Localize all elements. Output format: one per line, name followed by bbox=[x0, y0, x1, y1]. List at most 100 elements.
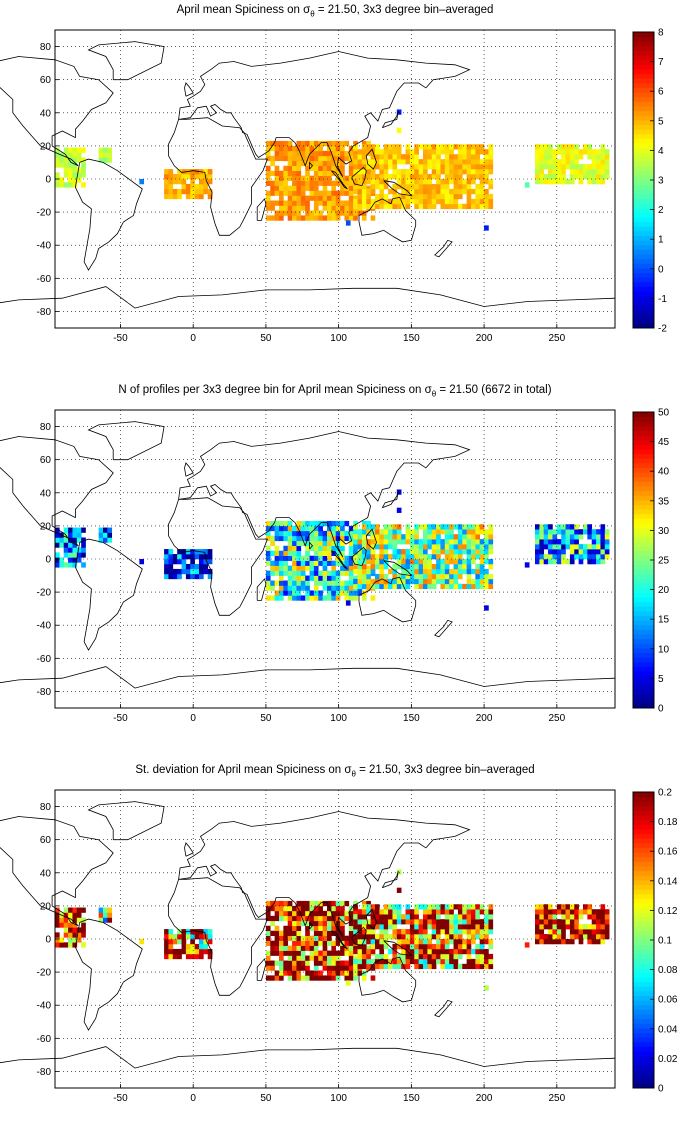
data-cell bbox=[484, 149, 489, 155]
data-cell bbox=[103, 907, 108, 913]
y-tick-label: 0 bbox=[45, 935, 51, 946]
data-cell bbox=[484, 539, 489, 545]
data-cell bbox=[539, 544, 545, 550]
data-cell bbox=[190, 179, 195, 185]
data-cell bbox=[164, 934, 169, 940]
data-cell bbox=[475, 534, 481, 540]
data-cell bbox=[388, 554, 393, 560]
data-cell bbox=[81, 907, 86, 913]
data-cell bbox=[431, 188, 437, 195]
data-cell bbox=[361, 144, 367, 150]
data-cell bbox=[388, 958, 393, 965]
data-cell bbox=[335, 530, 341, 537]
data-cell bbox=[427, 563, 433, 570]
data-cell bbox=[565, 529, 571, 535]
data-cell bbox=[440, 193, 446, 200]
data-cell bbox=[55, 147, 60, 153]
data-cell bbox=[561, 529, 566, 535]
data-cell bbox=[552, 914, 558, 920]
data-cell bbox=[164, 563, 169, 570]
data-cell bbox=[427, 203, 433, 210]
data-cell bbox=[440, 578, 446, 585]
data-cell bbox=[565, 179, 571, 185]
data-cell bbox=[561, 914, 566, 920]
colorbar-segment bbox=[633, 824, 654, 830]
data-cell bbox=[287, 150, 293, 157]
data-cell bbox=[440, 924, 446, 930]
colorbar-tick-label: 3 bbox=[658, 176, 664, 187]
data-cell bbox=[401, 154, 406, 160]
data-cell bbox=[76, 907, 82, 913]
data-cell bbox=[344, 190, 350, 196]
data-cell bbox=[414, 154, 419, 160]
data-cell bbox=[335, 920, 341, 927]
data-cell bbox=[177, 948, 182, 955]
data-cell bbox=[366, 583, 371, 590]
data-cell bbox=[453, 914, 459, 920]
data-cell bbox=[357, 534, 363, 540]
data-cell bbox=[366, 140, 371, 147]
data-cell bbox=[409, 554, 415, 560]
colorbar-segment bbox=[633, 935, 654, 941]
data-cell bbox=[353, 919, 358, 925]
coastline bbox=[434, 999, 453, 1018]
colorbar-segment bbox=[633, 106, 654, 112]
data-cell bbox=[313, 185, 319, 191]
data-cell bbox=[327, 180, 332, 186]
data-cell bbox=[274, 930, 280, 936]
data-cell bbox=[283, 905, 289, 912]
data-cell bbox=[574, 169, 579, 175]
data-cell bbox=[300, 155, 306, 162]
data-cell bbox=[379, 159, 385, 165]
data-cell bbox=[556, 904, 562, 910]
data-cell bbox=[383, 524, 389, 530]
data-cell bbox=[383, 958, 389, 965]
data-cell bbox=[279, 950, 284, 956]
data-cell bbox=[366, 179, 371, 185]
colorbar-segment bbox=[633, 1004, 654, 1010]
data-cell bbox=[274, 550, 280, 556]
data-cell bbox=[279, 155, 284, 162]
data-cell bbox=[318, 595, 323, 601]
data-cell bbox=[556, 909, 562, 915]
data-cell bbox=[539, 164, 545, 170]
data-cell bbox=[449, 914, 454, 920]
data-cell bbox=[556, 559, 562, 565]
data-cell bbox=[81, 552, 86, 558]
data-cell bbox=[418, 554, 424, 560]
data-cell bbox=[548, 924, 553, 930]
data-cell bbox=[569, 544, 575, 550]
data-cell bbox=[418, 568, 424, 575]
data-cell bbox=[348, 935, 354, 941]
data-cell bbox=[348, 975, 354, 981]
data-cell bbox=[405, 159, 411, 165]
colorbar-segment bbox=[633, 815, 654, 821]
data-cell bbox=[462, 583, 467, 590]
colorbar-segment bbox=[633, 124, 654, 130]
data-cell bbox=[431, 958, 437, 965]
data-cell bbox=[168, 179, 174, 185]
data-cell bbox=[457, 563, 463, 570]
data-cell bbox=[436, 174, 441, 180]
data-cell bbox=[305, 550, 310, 556]
data-cell bbox=[427, 188, 433, 195]
data-cell bbox=[484, 534, 489, 540]
data-cell bbox=[279, 975, 284, 981]
colorbar-segment bbox=[633, 666, 654, 672]
data-cell bbox=[401, 914, 406, 920]
data-cell bbox=[287, 565, 293, 571]
data-cell bbox=[283, 190, 289, 196]
colorbar-segment bbox=[633, 661, 654, 667]
data-cell bbox=[392, 919, 398, 925]
data-cell bbox=[287, 210, 293, 216]
colorbar-segment bbox=[633, 161, 654, 167]
data-cell bbox=[431, 554, 437, 560]
data-cell bbox=[296, 570, 302, 576]
data-cell bbox=[265, 550, 271, 556]
data-cell bbox=[190, 183, 195, 190]
data-cell bbox=[279, 970, 284, 976]
data-cell bbox=[177, 179, 182, 185]
data-cell bbox=[405, 943, 411, 950]
data-cell bbox=[427, 963, 433, 970]
data-cell bbox=[462, 183, 467, 190]
